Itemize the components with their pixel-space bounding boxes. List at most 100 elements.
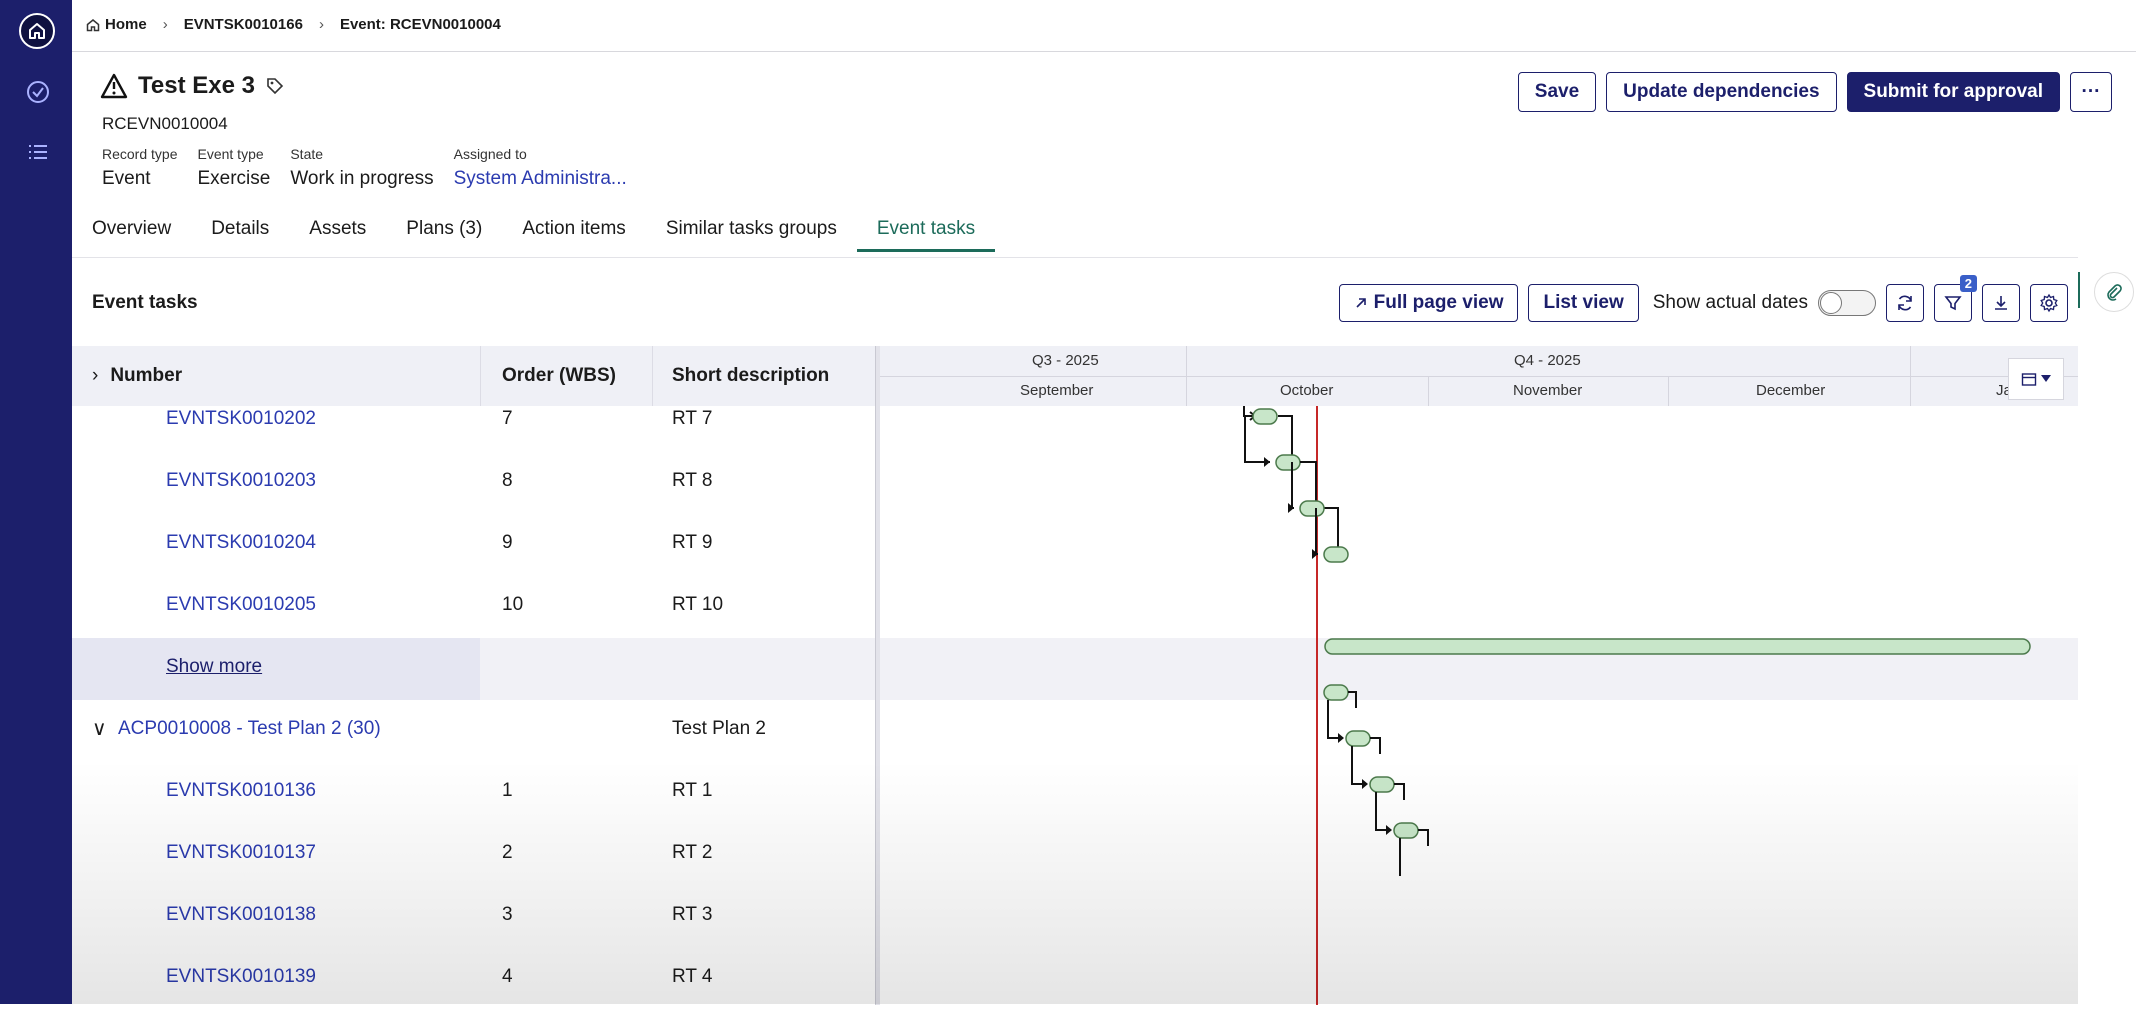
header-actions: Save Update dependencies Submit for appr… [1517,72,2112,112]
filter-icon [1944,296,1962,311]
arrow-up-right-icon [1356,298,1366,308]
show-actual-dates-label: Show actual dates [1652,292,1808,313]
breadcrumb: Home › EVNTSK0010166 › Event: RCEVN00100… [86,16,501,33]
show-more-row: Show more [72,638,875,700]
panel-title: Event tasks [92,292,198,313]
tab-assets[interactable]: Assets [309,218,367,239]
month-label: December [1756,382,1826,399]
task-bar [1252,408,1278,425]
task-order: 3 [502,904,513,925]
plan-group-row: ∨ ACP0010008 - Test Plan 2 (30) Test Pla… [72,700,875,762]
chevron-right-icon: › [162,16,168,33]
task-number-link[interactable]: EVNTSK0010139 [166,966,316,987]
task-description: RT 4 [672,966,713,987]
task-bar [1323,684,1349,701]
breadcrumb-home[interactable]: Home [86,16,147,33]
task-description: RT 1 [672,780,713,801]
full-page-view-button[interactable]: Full page view [1338,284,1519,322]
panel-toolbar: Full page view List view Show actual dat… [1338,275,2068,322]
grid-splitter[interactable] [875,346,880,1005]
field-assigned-to: Assigned to System Administra... [453,146,627,189]
left-rail [0,0,72,1004]
filter-count-badge: 2 [1959,275,1977,292]
task-bar [1393,822,1419,839]
home-icon[interactable] [19,13,55,49]
task-number-link[interactable]: EVNTSK0010202 [166,408,316,429]
task-order: 10 [502,594,524,615]
download-button[interactable] [1982,284,2020,322]
chevron-down-icon[interactable]: ∨ [92,718,107,740]
task-number-link[interactable]: EVNTSK0010138 [166,904,316,925]
table-row: EVNTSK0010205 10 RT 10 [72,576,875,638]
submit-for-approval-button[interactable]: Submit for approval [1846,72,2060,112]
breadcrumb-parent[interactable]: EVNTSK0010166 [183,16,303,33]
tab-event-tasks[interactable]: Event tasks [856,212,996,252]
task-description: RT 8 [672,470,713,491]
refresh-icon [1898,295,1912,311]
plan-group-link[interactable]: ACP0010008 - Test Plan 2 (30) [118,718,381,739]
filter-button[interactable]: 2 [1934,275,1977,322]
refresh-button[interactable] [1886,284,1924,322]
tab-overview[interactable]: Overview [92,218,172,239]
record-fields: Record type Event Event type Exercise St… [102,146,627,190]
task-order: 9 [502,532,513,553]
task-description: RT 7 [672,408,713,429]
table-row: EVNTSK0010202 7 RT 7 [72,406,875,468]
update-dependencies-button[interactable]: Update dependencies [1606,72,1837,112]
download-icon [1995,296,2007,310]
settings-button[interactable] [2030,284,2068,322]
month-label: November [1513,382,1583,399]
show-more-link[interactable]: Show more [166,656,263,677]
table-row: EVNTSK0010137 2 RT 2 [72,824,875,886]
plan-summary-bar [1324,638,2031,655]
tab-plans[interactable]: Plans (3) [406,218,483,239]
field-record-type: Record type Event [102,146,178,189]
table-row: EVNTSK0010138 3 RT 3 [72,886,875,948]
task-number-link[interactable]: EVNTSK0010205 [166,594,316,615]
tag-icon[interactable] [265,76,285,96]
tab-details[interactable]: Details [211,218,270,239]
more-actions-button[interactable]: ··· [2070,72,2112,112]
month-label: October [1280,382,1334,399]
show-actual-dates-toggle[interactable] [1818,290,1876,316]
task-number-link[interactable]: EVNTSK0010203 [166,470,316,491]
chevron-right-icon: › [318,16,324,33]
breadcrumb-current: Event: RCEVN0010004 [339,16,501,33]
check-circle-icon[interactable] [26,80,50,104]
chevron-right-icon[interactable]: › [92,365,99,386]
list-icon[interactable] [26,140,50,164]
list-view-button[interactable]: List view [1528,284,1639,322]
gantt-timeline-header: Q3 - 2025 Q4 - 2025 September October No… [880,346,2078,406]
tab-similar-tasks-groups[interactable]: Similar tasks groups [665,218,837,239]
table-row: EVNTSK0010139 4 RT 4 [72,948,875,1010]
calendar-zoom-button[interactable] [2008,358,2064,400]
table-row: EVNTSK0010204 9 RT 9 [72,514,875,576]
assigned-to-link[interactable]: System Administra... [453,168,627,189]
calendar-icon [2021,373,2037,386]
paperclip-icon[interactable] [2094,272,2134,312]
task-bar [1275,454,1301,471]
tab-action-items[interactable]: Action items [522,218,626,239]
column-short-description[interactable]: Short description [672,365,830,386]
save-button[interactable]: Save [1517,72,1597,112]
task-order: 4 [502,966,513,987]
home-outline-icon [86,18,100,31]
task-description: RT 9 [672,532,713,553]
task-bar [1345,730,1371,747]
column-number[interactable]: › Number [92,365,183,386]
column-order[interactable]: Order (WBS) [502,365,616,386]
warning-icon [100,73,128,99]
task-bar [1323,546,1349,563]
gantt-bars [1243,406,2031,1005]
task-number-link[interactable]: EVNTSK0010204 [166,532,316,553]
table-row: EVNTSK0010203 8 RT 8 [72,452,875,514]
event-tasks-panel: Event tasks Full page view List view Sho… [72,257,2078,1005]
task-order: 8 [502,470,513,491]
task-number-link[interactable]: EVNTSK0010136 [166,780,316,801]
plan-description: Test Plan 2 [672,718,766,739]
task-description: RT 3 [672,904,713,925]
grid-header: › Number Order (WBS) Short description [72,346,875,406]
task-number-link[interactable]: EVNTSK0010137 [166,842,316,863]
field-event-type: Event type Exercise [197,146,271,189]
task-description: RT 10 [672,594,724,615]
